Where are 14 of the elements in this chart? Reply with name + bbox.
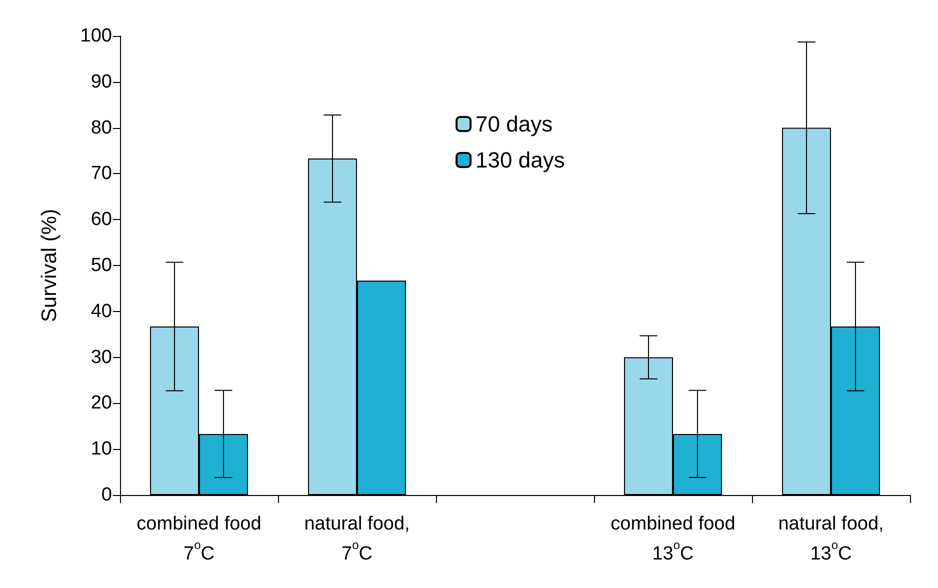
y-tick-label: 80 xyxy=(90,117,112,138)
legend-label: 70 days xyxy=(476,112,553,136)
y-tick-label: 50 xyxy=(90,255,112,276)
y-axis-title: Survival (%) xyxy=(38,208,61,322)
y-tick-label: 20 xyxy=(90,392,112,414)
y-tick-label: 90 xyxy=(90,71,112,92)
y-tick-label: 0 xyxy=(101,484,112,506)
y-tick-label: 70 xyxy=(90,163,112,184)
y-tick-label: 60 xyxy=(90,209,112,230)
y-tick-label: 30 xyxy=(90,346,112,368)
y-tick-label: 100 xyxy=(80,26,112,46)
y-tick-label: 40 xyxy=(90,300,112,322)
y-tick-label: 10 xyxy=(90,438,112,460)
legend-label: 130 days xyxy=(476,148,565,172)
